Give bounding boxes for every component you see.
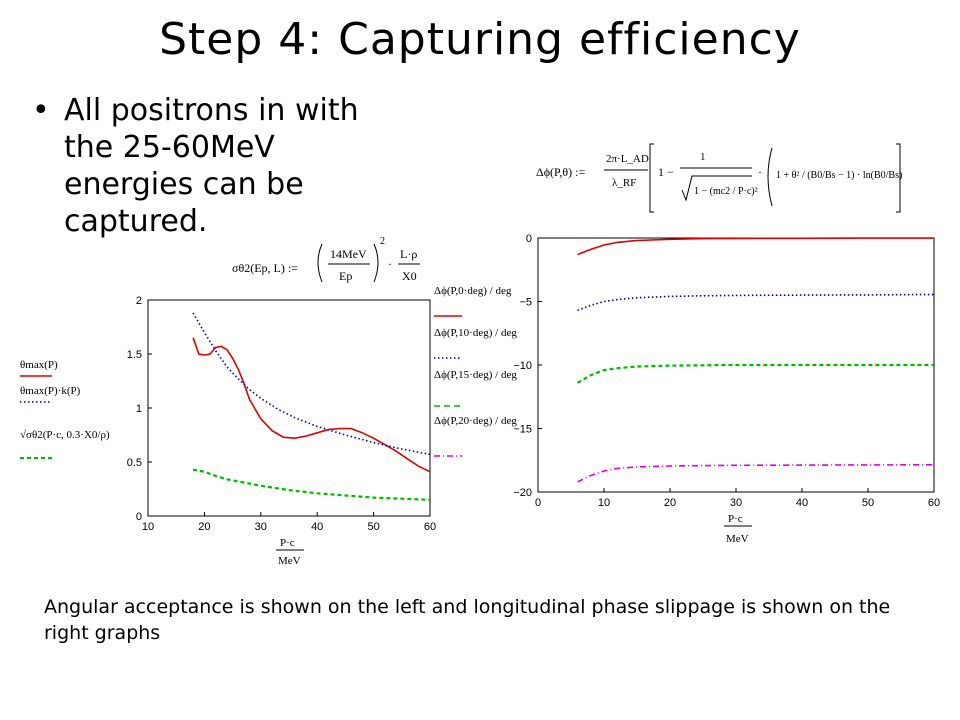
x-tick-label: 40 xyxy=(311,521,323,533)
left-legend-label: √σθ2(P·c, 0.3·X0/ρ) xyxy=(20,429,110,441)
sigma-formula-num: 14MeV xyxy=(330,247,367,261)
x-tick-label: 60 xyxy=(928,497,940,509)
series-line xyxy=(577,464,935,483)
plot-frame xyxy=(147,299,431,517)
y-tick-label: 1.5 xyxy=(127,349,142,361)
phase-formula-k-den: λ_RF xyxy=(612,177,636,189)
left-legend-label: θmax(P) xyxy=(20,359,58,371)
sigma-formula-den: Ep xyxy=(339,269,352,283)
sigma-formula: σθ2(Ep, L) := 14MeV Ep 2 · L·ρ X0 xyxy=(232,236,420,283)
right-x-axis-label: P·c MeV xyxy=(724,513,752,545)
x-tick-label: 40 xyxy=(796,497,808,509)
slide-title: Step 4: Capturing efficiency xyxy=(159,14,801,65)
y-tick-label: −15 xyxy=(513,424,532,436)
sigma-formula-frac-den: X0 xyxy=(402,269,417,283)
left-legend: θmax(P) θmax(P)·k(P) √σθ2(P·c, 0.3·X0/ρ) xyxy=(20,359,110,459)
phase-formula-bracket: 1 + θ² / (B0/Bs − 1) · ln(B0/Bs) xyxy=(776,170,902,181)
sigma-formula-lhs: σθ2(Ep, L) := xyxy=(232,261,298,275)
y-tick-label: −20 xyxy=(513,487,532,499)
y-tick-label: 0.5 xyxy=(127,457,142,469)
bullet-text: All positrons in with the 25-60MeV energ… xyxy=(64,93,359,239)
y-tick-label: 0 xyxy=(136,511,142,523)
left-plot: 10 20 30 40 50 60 0 0.5 1 1.5 2 xyxy=(127,295,436,533)
y-tick-label: 2 xyxy=(136,295,142,307)
phase-formula-one: 1 − xyxy=(658,165,674,179)
phase-formula-sqrt: 1 − (mc2 / P·c)² xyxy=(694,186,758,197)
left-legend-label: θmax(P)·k(P) xyxy=(20,385,81,397)
svg-text:·: · xyxy=(388,257,392,271)
right-legend-label: Δϕ(P,20·deg) / deg xyxy=(434,415,517,427)
right-legend-label: Δϕ(P,0·deg) / deg xyxy=(434,285,512,297)
y-tick-label: −5 xyxy=(519,297,532,309)
series-line xyxy=(192,312,431,456)
phase-formula-lhs: Δϕ(P,θ) := xyxy=(536,165,585,179)
x-tick-label: 10 xyxy=(598,497,610,509)
y-tick-label: −10 xyxy=(513,360,532,372)
bullet-dot-icon: • xyxy=(32,93,50,128)
series-line xyxy=(577,363,934,384)
x-axis-label-num: P·c xyxy=(728,513,743,525)
slide-caption: Angular acceptance is shown on the left … xyxy=(44,596,891,644)
y-tick-label: 1 xyxy=(136,403,142,415)
series-line xyxy=(192,337,431,473)
x-tick-label: 30 xyxy=(730,497,742,509)
phase-formula: Δϕ(P,θ) := 2π·L_AD λ_RF 1 − 1 1 − (mc2 /… xyxy=(536,143,902,213)
x-tick-label: 20 xyxy=(664,497,676,509)
bullet-point: • All positrons in with the 25-60MeV ene… xyxy=(32,92,400,240)
right-legend: Δϕ(P,0·deg) / deg Δϕ(P,10·deg) / deg Δϕ(… xyxy=(434,285,517,457)
right-plot: 0 10 20 30 40 50 60 0 −5 −10 −15 −20 xyxy=(513,233,940,509)
right-legend-label: Δϕ(P,15·deg) / deg xyxy=(434,369,517,381)
x-tick-label: 20 xyxy=(198,521,210,533)
x-tick-label: 10 xyxy=(142,521,154,533)
right-legend-label: Δϕ(P,10·deg) / deg xyxy=(434,327,517,339)
x-tick-label: 30 xyxy=(255,521,267,533)
x-axis-label-den: MeV xyxy=(726,533,749,545)
x-axis-label-den: MeV xyxy=(278,555,301,567)
sigma-formula-frac-num: L·ρ xyxy=(400,247,417,261)
series-line xyxy=(577,237,934,256)
series-line xyxy=(192,468,431,501)
x-axis-label-num: P·c xyxy=(280,537,295,549)
y-tick-label: 0 xyxy=(526,233,532,245)
series-line xyxy=(577,293,935,312)
phase-formula-inner-num: 1 xyxy=(700,151,706,163)
left-x-axis-label: P·c MeV xyxy=(276,537,304,567)
phase-formula-k-num: 2π·L_AD xyxy=(606,153,649,165)
x-tick-label: 60 xyxy=(424,521,436,533)
x-tick-label: 50 xyxy=(367,521,379,533)
svg-text:·: · xyxy=(758,165,762,179)
x-tick-label: 0 xyxy=(535,497,541,509)
x-tick-label: 50 xyxy=(862,497,874,509)
sigma-formula-exp: 2 xyxy=(380,236,385,247)
